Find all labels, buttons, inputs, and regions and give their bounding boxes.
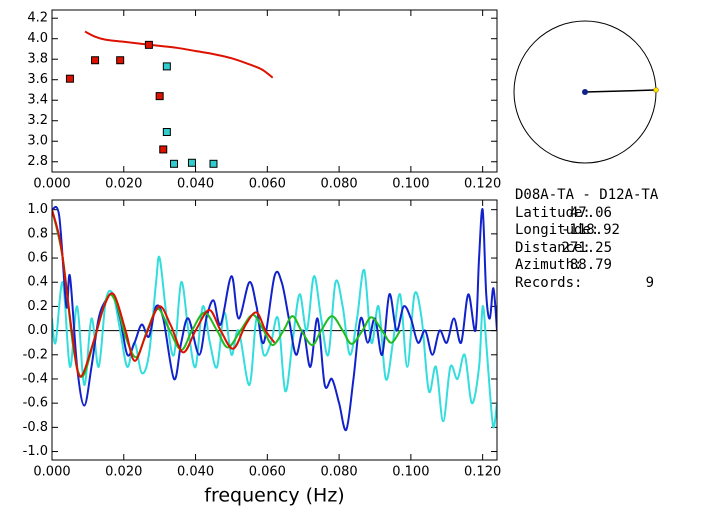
info-value: 9 [646, 275, 654, 291]
x-tick-label: 0.040 [177, 465, 214, 480]
station-dot [653, 87, 659, 93]
y-tick-label: 3.0 [27, 134, 48, 149]
x-tick-label: 0.100 [392, 465, 429, 480]
x-tick-label: 0.000 [33, 177, 70, 192]
y-tick-label: 4.0 [27, 31, 48, 46]
y-tick-label: 0.8 [27, 226, 48, 241]
y-tick-label: 4.2 [27, 11, 48, 26]
plot-frame [51, 199, 498, 461]
plot: 0.000 0.020 0.040 0.060 0.080 0.100 0.120 2.8 3.… [27, 9, 501, 192]
y-tick-label: 3.8 [27, 52, 48, 67]
info-value: -118.92 [561, 222, 620, 238]
station-pair: D08A-TA - D12A-TA [515, 187, 659, 203]
y-tick-label: 0.2 [27, 299, 48, 314]
y-tick-label: -0.6 [23, 396, 48, 411]
point-marker [162, 62, 171, 71]
x-tick-label: 0.040 [177, 177, 214, 192]
info-label: Longitude: [515, 222, 599, 238]
x-tick-label: 0.060 [249, 465, 286, 480]
point-marker [159, 145, 168, 154]
info-label: Azimuth: [515, 257, 582, 273]
point-marker [209, 159, 218, 168]
info-value: 271.25 [561, 240, 612, 256]
x-tick-label: 0.020 [105, 465, 142, 480]
y-tick-label: 0.4 [27, 275, 48, 290]
y-tick-label: 3.6 [27, 72, 48, 87]
y-tick-label: 0.6 [27, 251, 48, 266]
x-axis-label: frequency (Hz) [204, 485, 344, 507]
info-value: 88.79 [570, 257, 612, 273]
info-label: Latitude: [515, 205, 591, 221]
series-line [52, 209, 276, 378]
y-tick-label: 1.0 [27, 202, 48, 217]
x-tick-label: 0.080 [320, 465, 357, 480]
x-tick-label: 0.120 [464, 465, 501, 480]
y-tick-label: 3.4 [27, 93, 48, 108]
x-tick-label: 0.120 [464, 177, 501, 192]
x-tick-label: 0.060 [249, 177, 286, 192]
info-value: 47.06 [570, 205, 612, 221]
point-marker [116, 56, 125, 65]
point-marker [91, 56, 100, 65]
y-tick-label: -0.4 [23, 371, 48, 386]
point-marker [162, 128, 171, 137]
plot-frame [51, 9, 498, 173]
point-marker [144, 40, 153, 49]
series-line [84, 30, 274, 79]
point-marker [65, 74, 74, 83]
y-tick-label: -1.0 [23, 444, 48, 459]
x-tick-label: 0.000 [33, 465, 70, 480]
x-tick-label: 0.020 [105, 177, 142, 192]
plot: 0.000 0.020 0.040 0.060 0.080 0.100 0.120 -1.0 -… [23, 199, 501, 507]
azimuth-line [584, 89, 657, 93]
x-tick-label: 0.100 [392, 177, 429, 192]
azimuth-dial [513, 20, 659, 164]
y-tick-label: 0.0 [27, 323, 48, 338]
point-marker [187, 158, 196, 167]
center-dot [582, 89, 588, 95]
y-tick-label: -0.8 [23, 420, 48, 435]
info-label: Distance: [515, 240, 591, 256]
point-marker [155, 92, 164, 101]
y-tick-label: 3.2 [27, 113, 48, 128]
y-tick-label: 2.8 [27, 154, 48, 169]
point-marker [170, 159, 179, 168]
info-panel: D08A-TA - D12A-TA Latitude: 47.06 Longit… [515, 187, 659, 291]
x-tick-label: 0.080 [320, 177, 357, 192]
y-tick-label: -0.2 [23, 347, 48, 362]
info-label: Records: [515, 275, 582, 291]
